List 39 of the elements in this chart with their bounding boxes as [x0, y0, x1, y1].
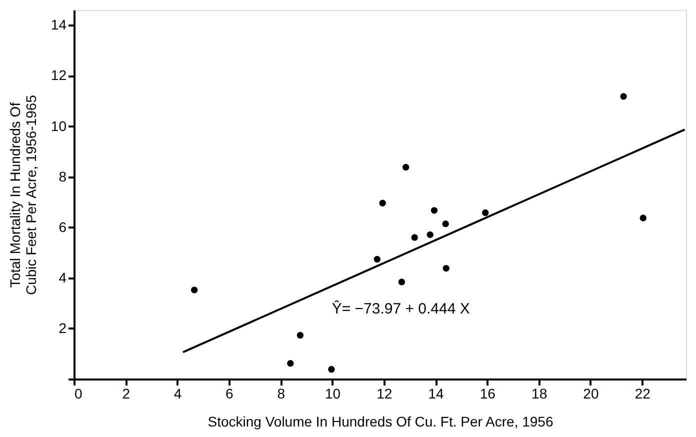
point: [398, 278, 406, 286]
x-tick-label: 16: [480, 386, 496, 402]
text: Cubic Feet Per Acre, 1956-1965: [22, 94, 39, 296]
y-tick-label: 6: [58, 218, 67, 235]
point: [374, 256, 381, 263]
x-tick-label: 20: [583, 386, 599, 402]
point: [287, 360, 294, 367]
text: Total Mortality In Hundreds Of: [6, 102, 23, 288]
point: [640, 214, 646, 222]
x-tick-label: 4: [174, 386, 182, 402]
x-tick-label: 2: [122, 386, 130, 402]
x-tick-label: 10: [324, 386, 341, 402]
x-tick-label: 18: [532, 386, 548, 402]
x-axis-title: Stocking Volume In Hundreds Of Cu. Ft. Per Acre, 1956: [208, 414, 554, 430]
x-tick-label: 6: [226, 386, 234, 402]
y-tick-label: 2: [58, 320, 67, 336]
x-tick-label: 12: [376, 386, 392, 402]
annotation: Ŷ= −73.97 + 0.444 X: [332, 299, 470, 318]
point: [426, 231, 434, 238]
y-tick-label: 14: [50, 16, 67, 33]
point: [430, 207, 438, 214]
x-tick-label: 14: [428, 386, 444, 402]
point: [442, 264, 450, 272]
point: [482, 209, 489, 216]
y-tick-label: 12: [50, 67, 67, 84]
point: [442, 220, 449, 228]
point: [379, 200, 386, 206]
y-tick-label: 4: [58, 269, 67, 286]
point: [402, 164, 410, 171]
point: [190, 286, 198, 294]
point: [411, 234, 418, 241]
x-tick-label: 22: [634, 386, 651, 402]
x-tick-label: 0: [74, 386, 82, 402]
point: [328, 366, 335, 373]
y-tick-label: 10: [50, 118, 67, 134]
point: [620, 93, 627, 100]
y-tick-label: 8: [58, 168, 67, 184]
x-tick-label: 8: [277, 386, 286, 402]
point: [296, 332, 304, 339]
